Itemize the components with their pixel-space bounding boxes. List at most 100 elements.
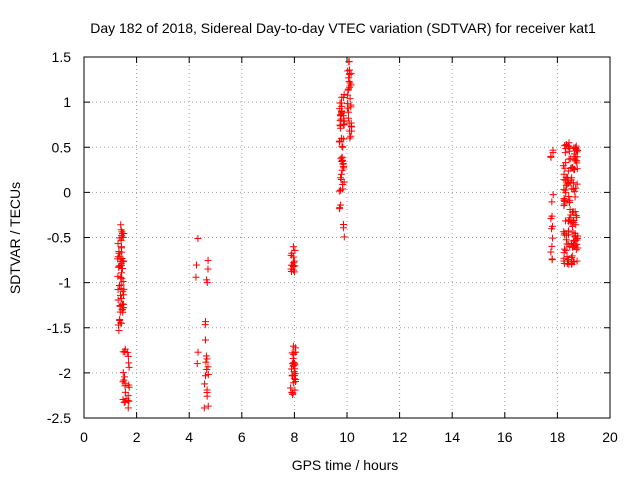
data-point bbox=[565, 139, 573, 147]
data-point bbox=[572, 145, 580, 153]
data-point bbox=[291, 257, 299, 265]
axis-ticks bbox=[83, 56, 611, 419]
data-point bbox=[347, 103, 355, 111]
data-point bbox=[548, 198, 556, 206]
data-point bbox=[339, 180, 347, 188]
data-point bbox=[549, 149, 557, 157]
grid-lines bbox=[84, 57, 610, 418]
data-point bbox=[345, 58, 353, 66]
data-point bbox=[568, 252, 576, 260]
data-point bbox=[117, 295, 125, 303]
data-point bbox=[561, 142, 569, 150]
data-point bbox=[570, 217, 578, 225]
data-point bbox=[116, 317, 124, 325]
data-point bbox=[117, 226, 125, 234]
y-tick-label: -2.5 bbox=[47, 410, 71, 426]
data-point bbox=[119, 369, 127, 377]
data-point bbox=[339, 143, 347, 151]
data-point bbox=[573, 148, 581, 156]
tick-labels: 0 2 4 6 8 10 12 14 16 18 20 -2.5 -2 -1.5 -1 -0.5 0 0.5 1 1.… bbox=[47, 49, 618, 445]
data-point bbox=[335, 187, 343, 195]
data-point bbox=[203, 392, 211, 400]
data-point bbox=[204, 265, 212, 273]
x-tick-label: 4 bbox=[185, 429, 193, 445]
data-point bbox=[573, 236, 581, 244]
data-point bbox=[114, 240, 122, 248]
data-point bbox=[340, 90, 348, 98]
x-tick-label: 14 bbox=[444, 429, 460, 445]
data-point bbox=[203, 386, 211, 394]
y-tick-label: -1.5 bbox=[47, 320, 71, 336]
data-point bbox=[292, 348, 300, 356]
data-point bbox=[289, 263, 297, 271]
data-point bbox=[193, 360, 201, 368]
data-point bbox=[120, 230, 128, 238]
data-point bbox=[192, 273, 200, 281]
data-point bbox=[336, 105, 344, 113]
y-tick-label: -0.5 bbox=[47, 230, 71, 246]
y-tick-label: 1 bbox=[63, 94, 71, 110]
data-point bbox=[203, 365, 211, 373]
data-point bbox=[114, 296, 122, 304]
x-tick-label: 8 bbox=[291, 429, 299, 445]
data-point bbox=[337, 99, 345, 107]
data-point bbox=[572, 221, 580, 229]
data-point bbox=[125, 359, 133, 367]
data-point bbox=[566, 206, 574, 214]
data-point bbox=[337, 124, 345, 132]
data-point bbox=[124, 404, 132, 412]
data-point bbox=[549, 191, 557, 199]
data-point bbox=[337, 170, 345, 178]
data-point bbox=[203, 355, 211, 363]
data-point bbox=[340, 93, 348, 101]
y-tick-label: -1 bbox=[59, 275, 72, 291]
data-point bbox=[119, 278, 127, 286]
data-point bbox=[200, 404, 208, 412]
data-point bbox=[117, 236, 125, 244]
data-point bbox=[569, 164, 577, 172]
data-point bbox=[288, 360, 296, 368]
x-tick-label: 12 bbox=[392, 429, 408, 445]
data-point bbox=[572, 211, 580, 219]
data-point bbox=[335, 138, 343, 146]
data-point bbox=[570, 153, 578, 161]
data-point bbox=[201, 336, 209, 344]
data-point bbox=[345, 119, 353, 127]
data-point bbox=[548, 255, 556, 263]
data-point bbox=[202, 352, 210, 360]
data-point bbox=[348, 123, 356, 131]
data-point bbox=[560, 194, 568, 202]
data-point bbox=[287, 384, 295, 392]
data-point bbox=[562, 159, 570, 167]
data-point bbox=[116, 301, 124, 309]
data-point bbox=[346, 95, 354, 103]
data-point bbox=[547, 152, 555, 160]
data-point bbox=[288, 372, 296, 380]
data-point bbox=[204, 402, 212, 410]
y-tick-label: -2 bbox=[59, 365, 72, 381]
data-point bbox=[565, 216, 573, 224]
data-point bbox=[562, 236, 570, 244]
data-point bbox=[560, 228, 568, 236]
x-tick-label: 0 bbox=[80, 429, 88, 445]
data-point bbox=[288, 389, 296, 397]
data-point bbox=[118, 254, 126, 262]
data-point bbox=[292, 375, 300, 383]
data-point bbox=[337, 109, 345, 117]
data-point bbox=[570, 242, 578, 250]
data-point bbox=[289, 253, 297, 261]
data-point bbox=[569, 185, 577, 193]
y-axis-title: SDTVAR / TECUs bbox=[7, 182, 23, 294]
data-point bbox=[291, 365, 299, 373]
data-point bbox=[566, 155, 574, 163]
data-point bbox=[562, 246, 570, 254]
data-point bbox=[345, 127, 353, 135]
data-point bbox=[571, 230, 579, 238]
data-point bbox=[125, 363, 133, 371]
data-point bbox=[565, 178, 573, 186]
data-point bbox=[116, 308, 124, 316]
data-point bbox=[122, 395, 130, 403]
data-point bbox=[125, 381, 133, 389]
